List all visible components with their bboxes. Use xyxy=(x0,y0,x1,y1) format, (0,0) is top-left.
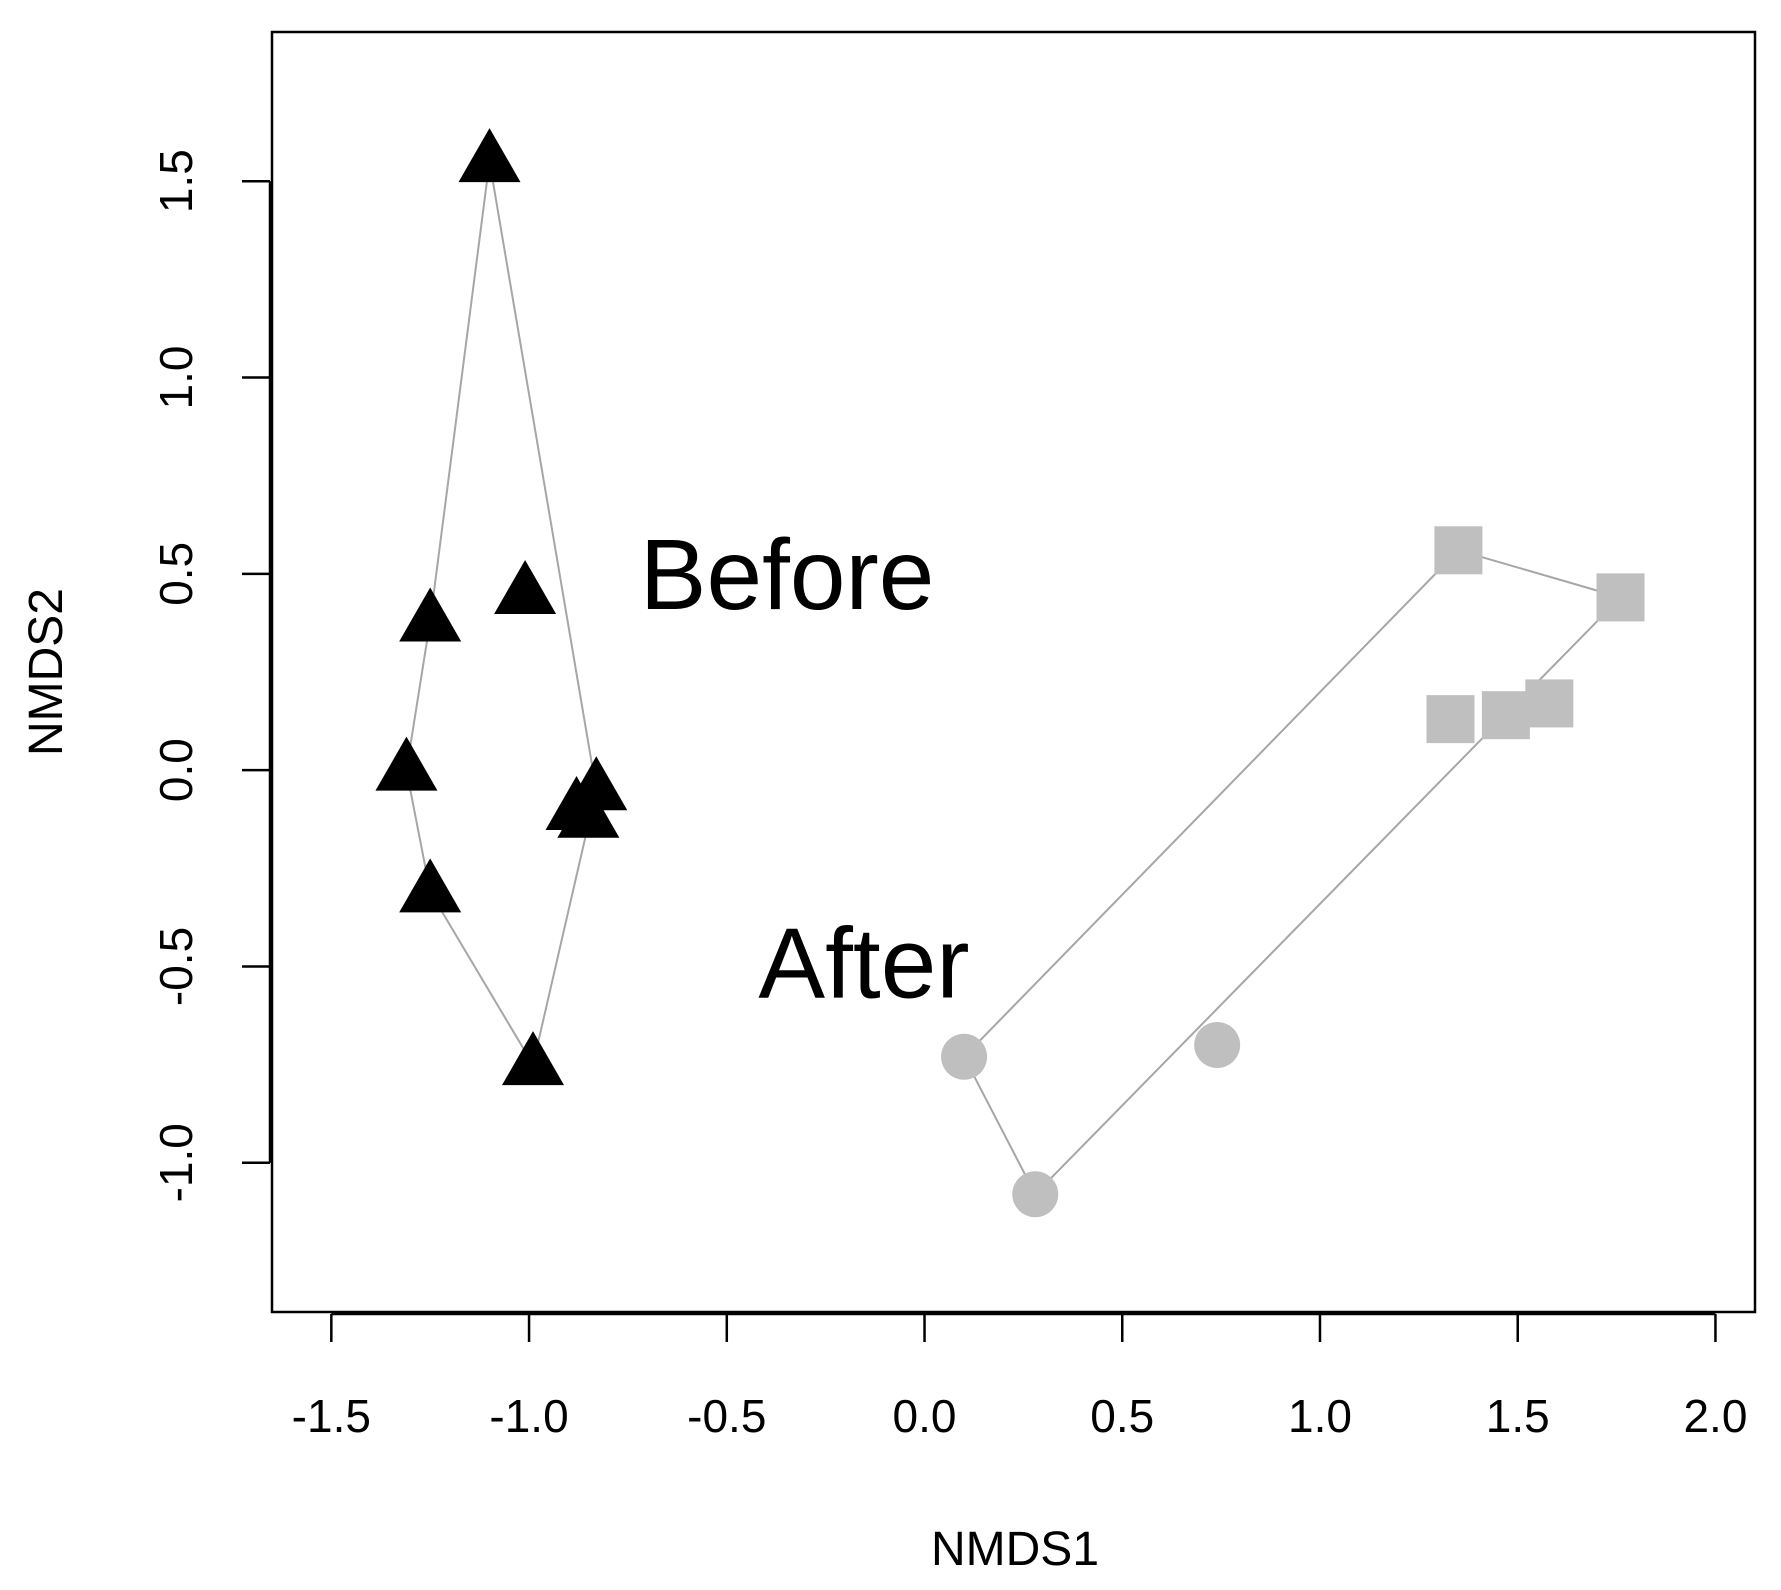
axes-layer: -1.5 -1.0 -0.5 0.0 0.5 1.0 1.5 2.0 -1.0 -0.5 0.0 0.… xyxy=(150,30,1757,1442)
x-tick-label: 1.0 xyxy=(1288,1390,1352,1442)
square-point xyxy=(1525,679,1574,728)
square-point xyxy=(1481,691,1530,740)
y-tick-label: 1.0 xyxy=(150,346,202,410)
y-tick-label: -1.0 xyxy=(150,1123,202,1202)
x-tick-label: 2.0 xyxy=(1683,1390,1747,1442)
x-tick-label: -0.5 xyxy=(687,1390,766,1442)
y-tick-label: -0.5 xyxy=(150,927,202,1006)
annotations-layer: Before After xyxy=(640,519,970,1020)
y-tick-label: 0.0 xyxy=(150,738,202,802)
square-point xyxy=(1434,526,1483,575)
square-point xyxy=(1426,695,1475,744)
x-tick-label: -1.5 xyxy=(292,1390,371,1442)
triangle-point xyxy=(375,736,438,791)
annotation-after: After xyxy=(758,908,969,1020)
circle-point xyxy=(941,1033,988,1080)
y-axis-title: NMDS2 xyxy=(20,588,73,756)
annotation-before: Before xyxy=(640,519,935,631)
circle-point xyxy=(1012,1171,1059,1218)
points-layer xyxy=(375,128,1645,1218)
y-tick-label: 0.5 xyxy=(150,542,202,606)
triangle-point xyxy=(458,128,521,183)
hull-1 xyxy=(962,549,1623,1196)
triangle-point xyxy=(557,783,620,838)
triangle-point xyxy=(399,587,462,642)
triangle-point xyxy=(494,559,557,614)
plot-frame xyxy=(270,30,1757,1314)
x-tick-label: -1.0 xyxy=(489,1390,568,1442)
triangle-point xyxy=(502,1031,565,1086)
triangle-point xyxy=(399,858,462,913)
x-tick-label: 0.5 xyxy=(1090,1390,1154,1442)
x-tick-label: 1.5 xyxy=(1486,1390,1550,1442)
square-point xyxy=(1596,573,1645,622)
hull-layer xyxy=(405,161,1623,1196)
circle-point xyxy=(1194,1022,1241,1069)
x-tick-label: 0.0 xyxy=(893,1390,957,1442)
x-axis-title: NMDS1 xyxy=(931,1523,1099,1576)
y-tick-label: 1.5 xyxy=(150,149,202,213)
